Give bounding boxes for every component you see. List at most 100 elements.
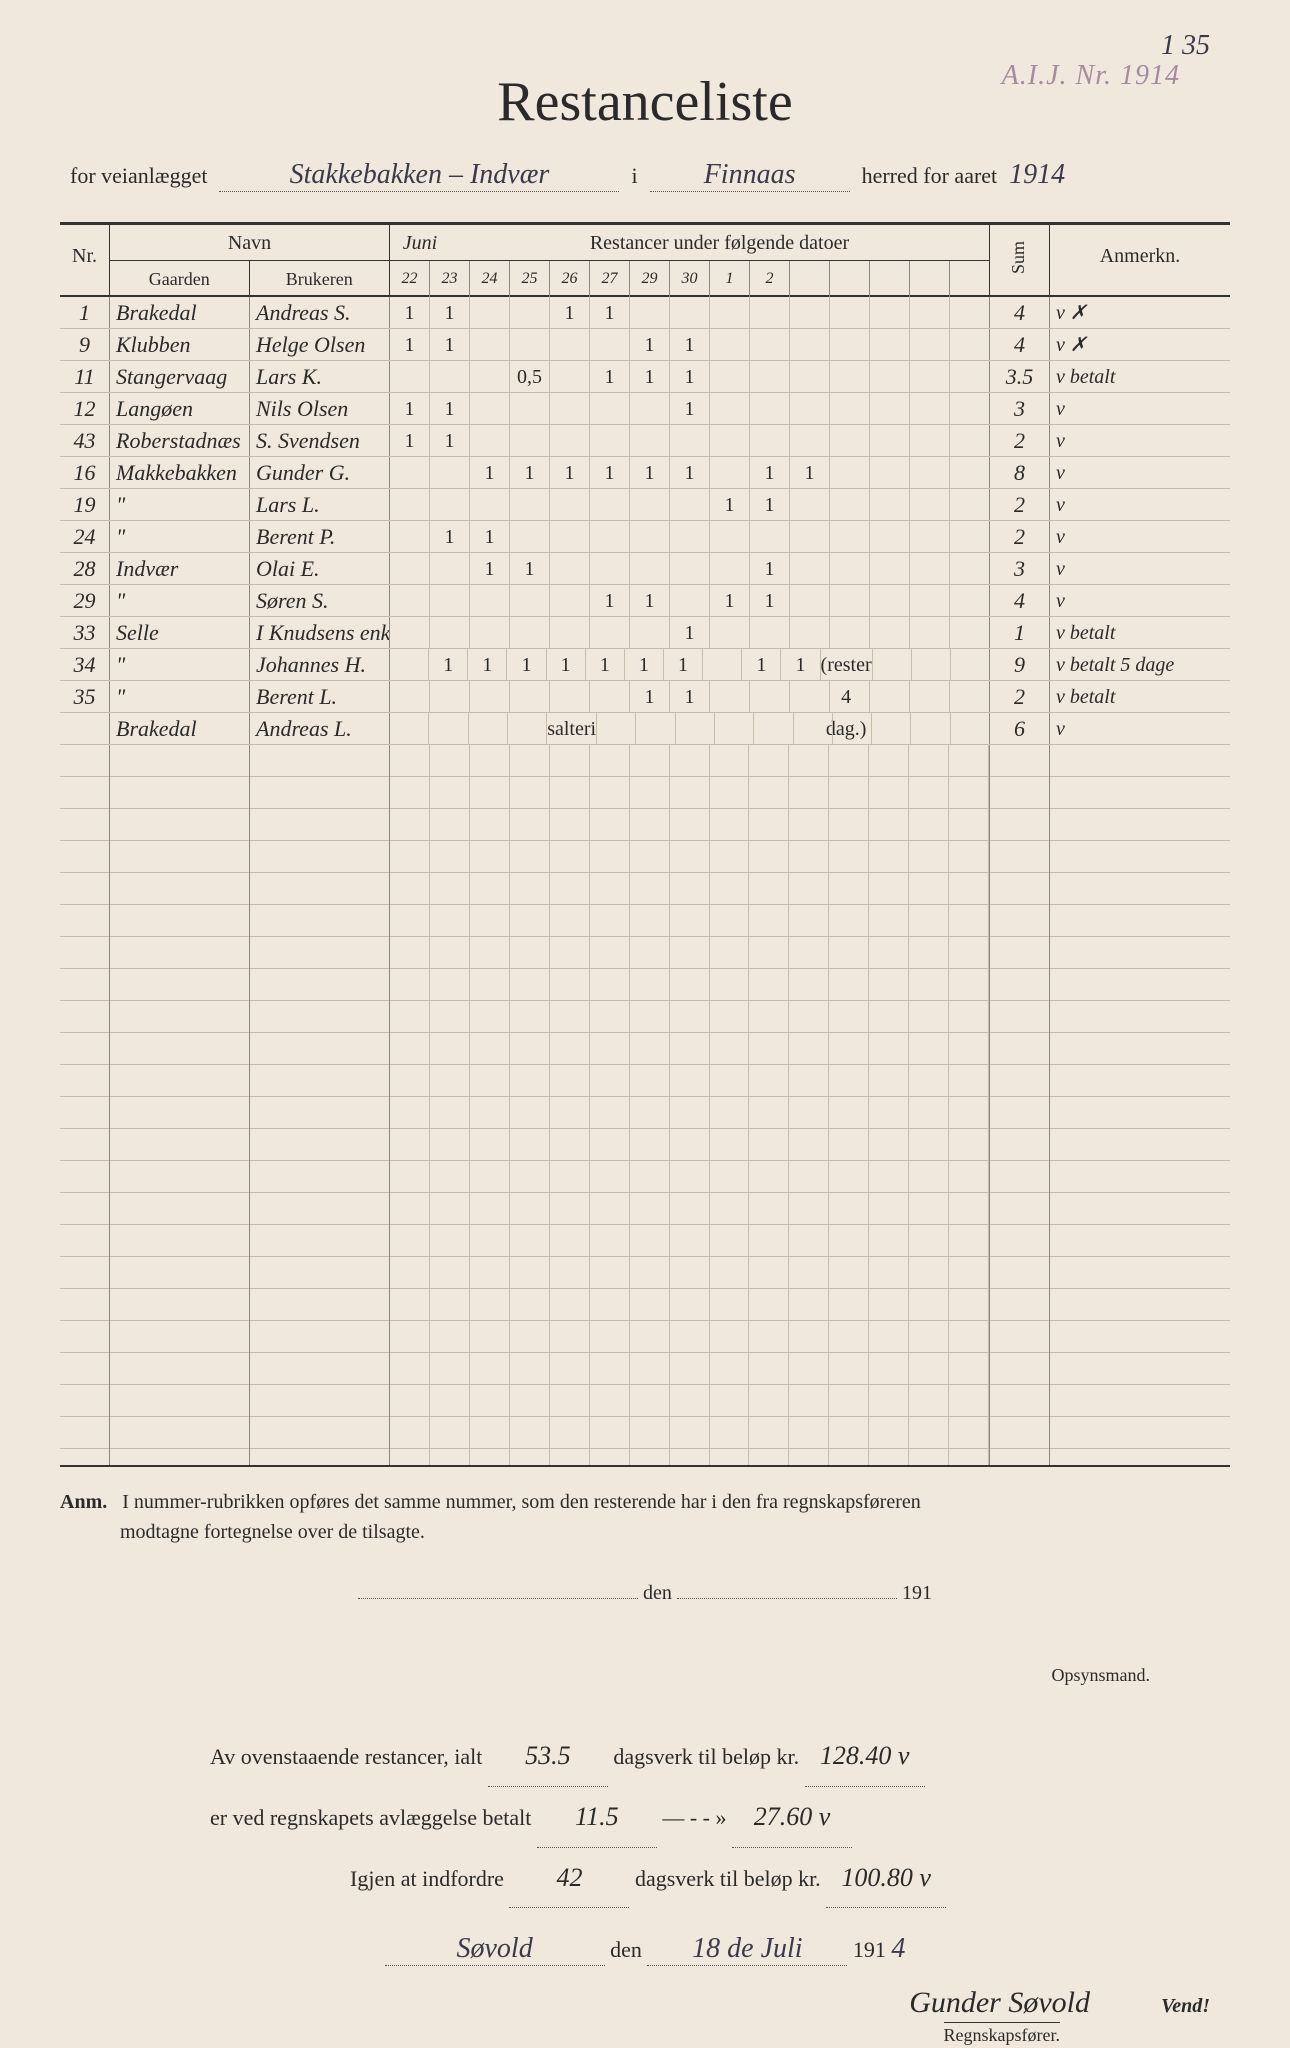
district-name: Finnaas xyxy=(650,159,850,192)
mark-cell xyxy=(950,393,989,424)
header-navn: Navn Gaarden Brukeren xyxy=(110,225,390,295)
mark-cell xyxy=(750,297,790,328)
date-header-cell: 22 xyxy=(390,261,430,297)
mark-cell xyxy=(830,361,870,392)
mark-cell xyxy=(910,585,950,616)
main-table: Nr. Navn Gaarden Brukeren Juni Restancer… xyxy=(60,222,1230,1467)
row-anmerk: v betalt xyxy=(1050,681,1230,712)
row-gaarden: Selle xyxy=(110,617,250,648)
row-marks: 11 xyxy=(390,681,990,712)
mark-cell xyxy=(590,329,630,360)
row-anmerk: v betalt xyxy=(1050,617,1230,648)
tot-l1a: Av ovenstaaende restancer, ialt xyxy=(210,1744,482,1769)
mark-cell xyxy=(470,617,510,648)
mark-cell: 1 xyxy=(429,649,468,680)
mark-cell xyxy=(912,649,951,680)
row-brukeren: Lars K. xyxy=(250,361,390,392)
mark-cell xyxy=(710,361,750,392)
mark-cell xyxy=(951,713,989,744)
header-restancer: Juni Restancer under følgende datoer 222… xyxy=(390,225,990,295)
mark-cell xyxy=(870,585,910,616)
row-marks: 111 xyxy=(390,393,990,424)
mark-cell xyxy=(750,681,790,712)
mark-cell: 1 xyxy=(590,361,630,392)
mark-cell: 1 xyxy=(670,361,710,392)
mark-cell: 1 xyxy=(750,457,790,488)
row-nr: 16 xyxy=(60,457,110,488)
mark-cell xyxy=(470,393,510,424)
mark-cell: 1 xyxy=(590,585,630,616)
mark-cell xyxy=(550,585,590,616)
mark-cell xyxy=(870,617,910,648)
mark-cell xyxy=(870,329,910,360)
mark-cell xyxy=(390,681,430,712)
row-nr: 29 xyxy=(60,585,110,616)
mark-cell: 1 xyxy=(670,393,710,424)
row-sum: 2 xyxy=(990,521,1050,552)
row-brukeren: Nils Olsen xyxy=(250,393,390,424)
mark-cell: 1 xyxy=(670,681,710,712)
mark-cell: 1 xyxy=(550,297,590,328)
row-nr: 24 xyxy=(60,521,110,552)
date-header-cell xyxy=(950,261,989,297)
mark-cell: 1 xyxy=(750,585,790,616)
row-marks: 1111 xyxy=(390,329,990,360)
mark-cell xyxy=(790,617,830,648)
row-anmerk: v betalt xyxy=(1050,361,1230,392)
table-row: 12LangøenNils Olsen1113v xyxy=(60,393,1230,425)
empty-rows xyxy=(60,745,1230,1465)
mark-cell: 1 xyxy=(630,329,670,360)
row-nr xyxy=(60,713,110,744)
anm-text2: modtagne fortegnelse over de tilsagte. xyxy=(120,1521,425,1543)
row-gaarden: " xyxy=(110,489,250,520)
tot-l2b: — - - » xyxy=(662,1805,726,1830)
row-brukeren: S. Svendsen xyxy=(250,425,390,456)
mark-cell xyxy=(470,681,510,712)
mark-cell xyxy=(910,553,950,584)
mark-cell xyxy=(430,553,470,584)
mark-cell: 1 xyxy=(670,617,710,648)
mark-cell: 1 xyxy=(710,489,750,520)
mark-cell xyxy=(429,713,468,744)
row-nr: 12 xyxy=(60,393,110,424)
mark-cell xyxy=(430,585,470,616)
subtitle-prefix: for veianlægget xyxy=(70,163,207,189)
mark-cell: 1 xyxy=(390,329,430,360)
mark-cell xyxy=(870,489,910,520)
mark-cell xyxy=(830,553,870,584)
date-header-cell xyxy=(910,261,950,297)
mark-cell: 1 xyxy=(781,649,820,680)
header-anmerkn: Anmerkn. xyxy=(1050,225,1230,295)
table-body: 1BrakedalAndreas S.11114v ✗9KlubbenHelge… xyxy=(60,297,1230,745)
mark-cell xyxy=(670,425,710,456)
mark-cell xyxy=(870,297,910,328)
row-brukeren: Berent P. xyxy=(250,521,390,552)
mark-cell xyxy=(830,457,870,488)
mark-cell xyxy=(910,425,950,456)
mark-cell: 1 xyxy=(664,649,703,680)
pd-year-prefix: 191 xyxy=(853,1937,886,1962)
header-gaarden: Gaarden xyxy=(110,261,250,297)
row-brukeren: Helge Olsen xyxy=(250,329,390,360)
mark-cell xyxy=(790,297,830,328)
mark-cell xyxy=(550,393,590,424)
mark-cell xyxy=(470,361,510,392)
row-gaarden: Roberstadnæs xyxy=(110,425,250,456)
subtitle-i: i xyxy=(631,163,637,189)
mark-cell xyxy=(510,521,550,552)
table-row: 29"Søren S.11114v xyxy=(60,585,1230,617)
row-marks: salteri xyxy=(390,713,990,744)
row-sum: 8 xyxy=(990,457,1050,488)
mark-cell xyxy=(390,553,430,584)
mark-cell xyxy=(830,297,870,328)
tot-val3: 42 xyxy=(509,1848,629,1909)
mark-cell: salteri xyxy=(547,713,597,744)
mark-cell: 1 xyxy=(550,457,590,488)
mark-cell: 1 xyxy=(470,457,510,488)
mid-date-line: den 191 xyxy=(60,1582,1230,1605)
date-header-cell xyxy=(870,261,910,297)
mark-cell xyxy=(390,521,430,552)
mark-cell xyxy=(830,425,870,456)
date-header-cell: 1 xyxy=(710,261,750,297)
mark-cell xyxy=(550,329,590,360)
